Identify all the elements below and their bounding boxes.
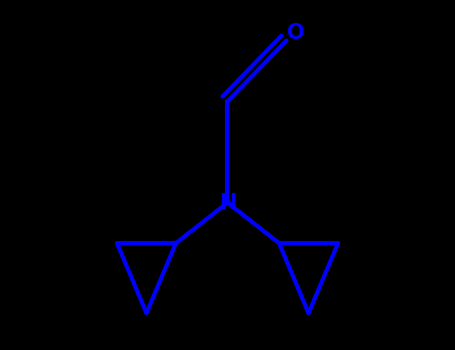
Text: O: O xyxy=(287,23,304,43)
Text: N: N xyxy=(219,193,236,213)
